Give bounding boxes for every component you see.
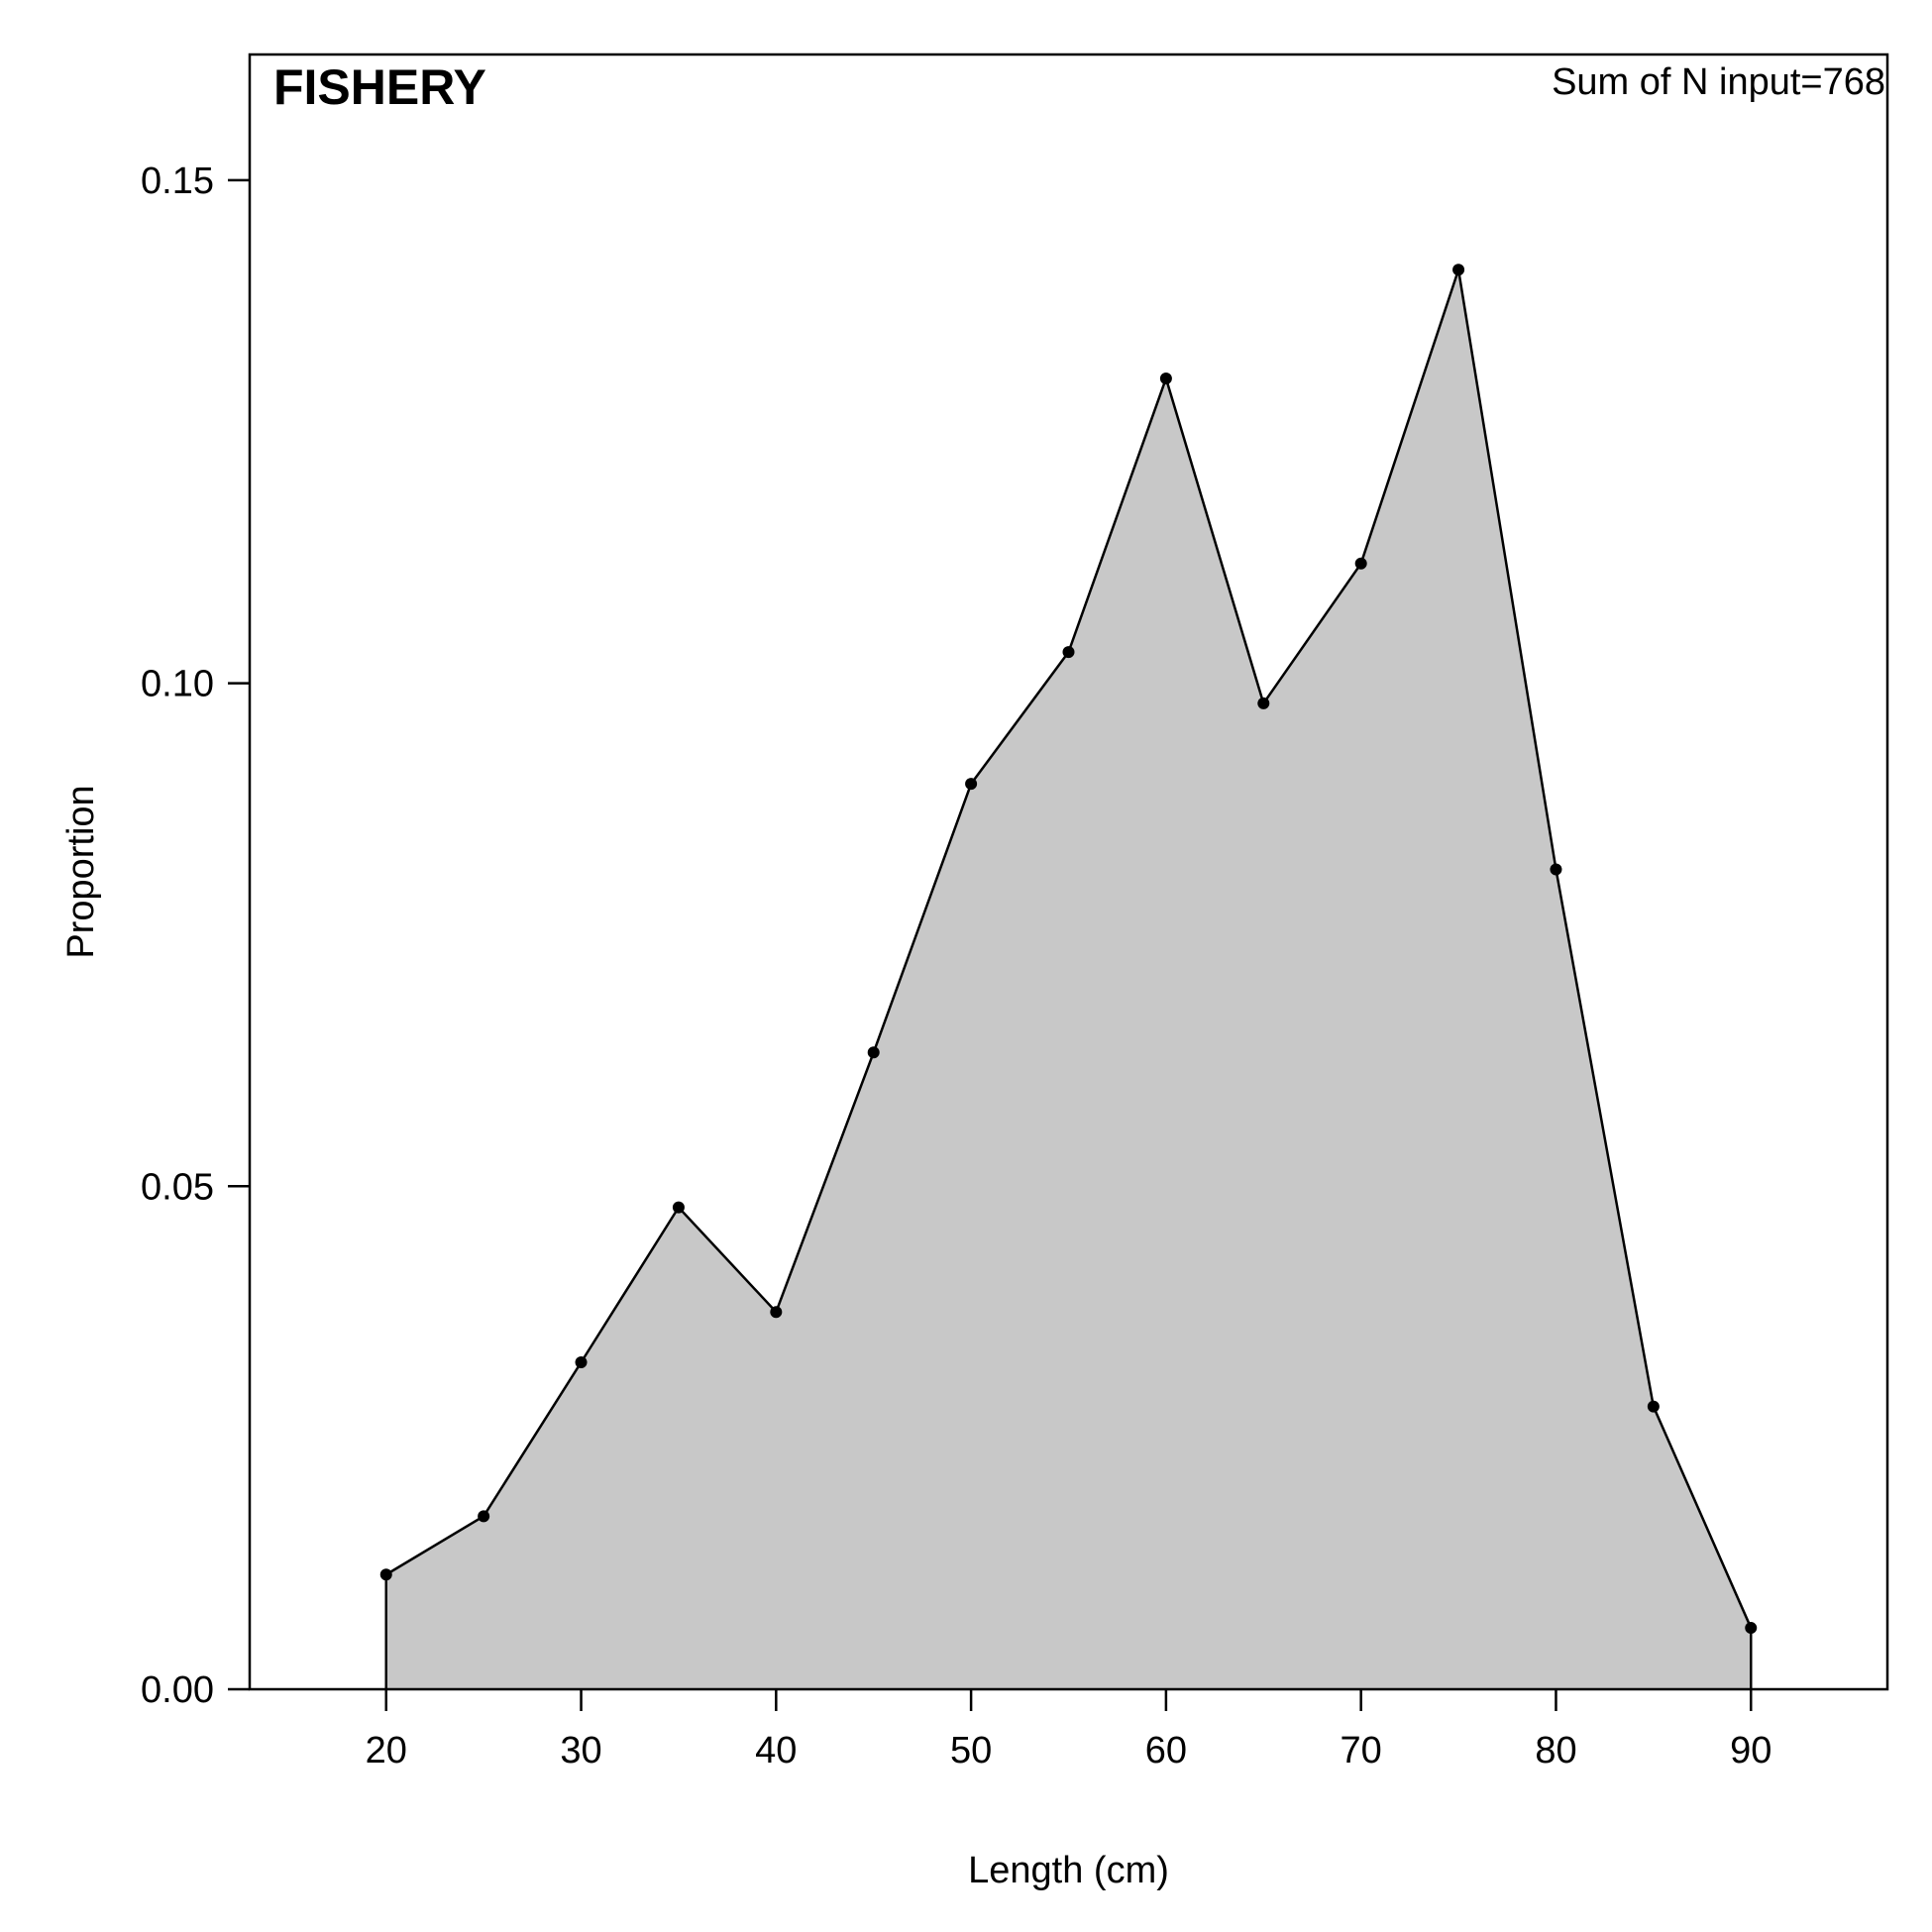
area-fill [385,269,1752,1690]
data-point [1257,697,1270,709]
data-point [379,1568,392,1581]
y-tick-label: 0.15 [141,161,214,202]
x-tick-label: 90 [1730,1730,1771,1771]
y-tick-label: 0.05 [141,1166,214,1208]
point-layer [379,264,1758,1635]
data-point [1550,863,1562,876]
area-layer [385,269,1752,1690]
x-tick-label: 20 [366,1730,407,1771]
y-axis-title: Proportion [60,785,102,958]
x-tick-label: 40 [755,1730,797,1771]
data-point [1159,372,1172,384]
x-axis: 20 30 40 50 60 70 80 90 [366,1689,1771,1771]
data-point [1647,1400,1660,1413]
data-point [1452,264,1465,276]
y-tick-label: 0.00 [141,1669,214,1711]
data-point [1745,1622,1758,1635]
plot-frame [248,53,1889,1691]
data-point [672,1201,685,1214]
chart-title: FISHERY [273,59,486,115]
data-point [965,778,978,791]
y-tick-label: 0.10 [141,664,214,705]
x-axis-title: Length (cm) [968,1850,1169,1891]
data-point [770,1306,783,1319]
x-tick-label: 30 [560,1730,601,1771]
data-point [1062,646,1075,659]
data-point [1354,557,1367,570]
x-tick-label: 50 [950,1730,992,1771]
x-tick-label: 70 [1341,1730,1382,1771]
x-tick-label: 60 [1145,1730,1187,1771]
data-point [867,1046,880,1059]
y-axis: 0.00 0.05 0.10 0.15 [141,161,250,1711]
data-point [478,1510,490,1523]
sum-annotation: Sum of N input=768 [1552,61,1885,103]
x-tick-label: 80 [1535,1730,1576,1771]
data-point [575,1356,588,1368]
